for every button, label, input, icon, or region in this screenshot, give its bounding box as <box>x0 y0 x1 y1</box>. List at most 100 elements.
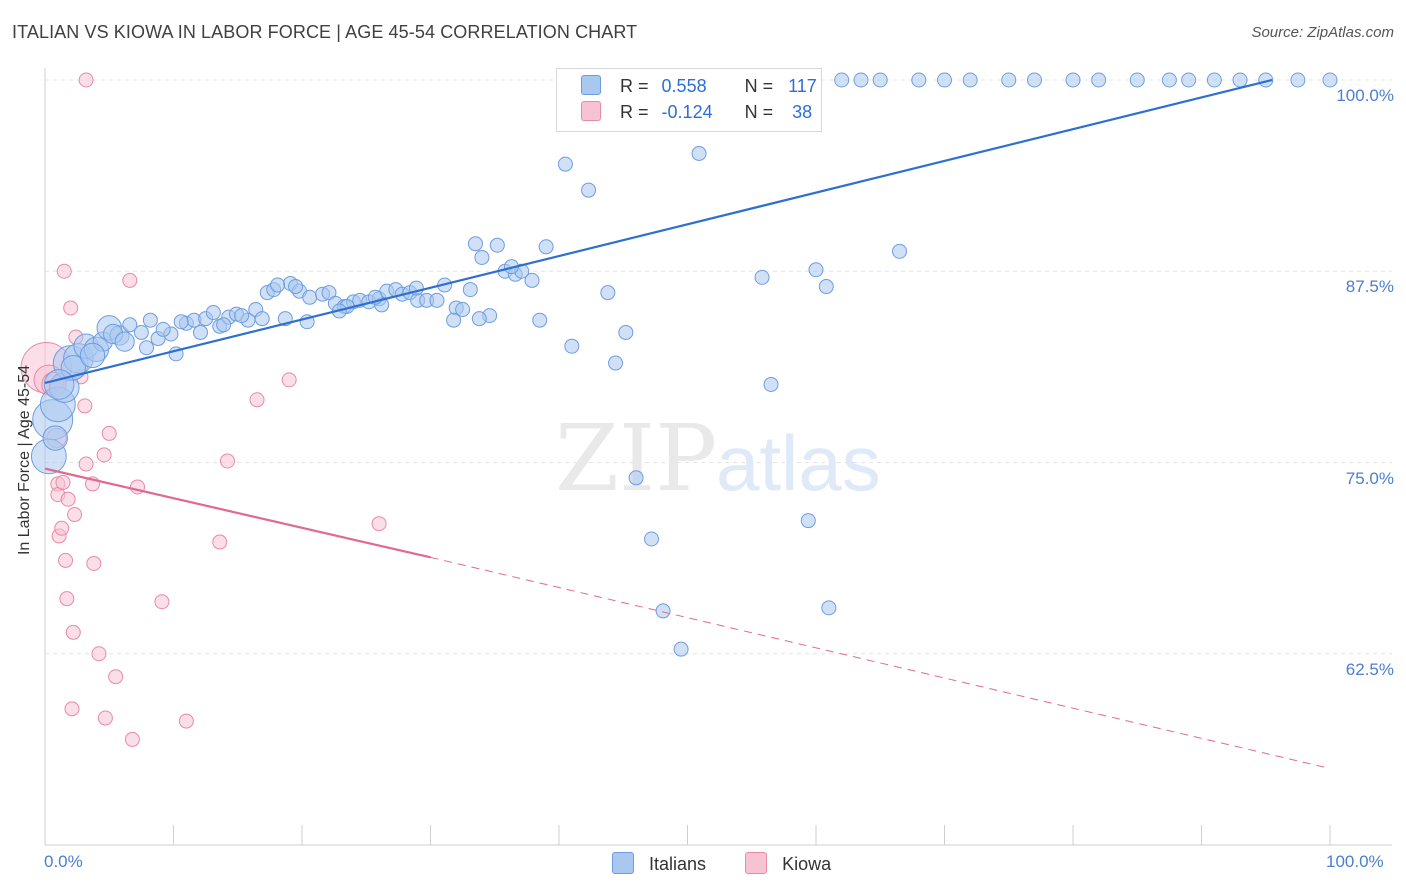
italians-point <box>288 279 304 295</box>
italians-point <box>581 182 597 198</box>
italians-point <box>1065 72 1081 88</box>
kiowa-legend-swatch <box>745 852 768 874</box>
italians-point <box>270 277 286 293</box>
italians-point <box>173 314 189 330</box>
r-label: R = <box>620 102 649 122</box>
italians-point <box>691 145 707 161</box>
kiowa-point <box>64 701 80 717</box>
kiowa-point <box>65 624 81 640</box>
italians-point <box>254 311 270 327</box>
italians-point <box>937 72 952 88</box>
italians-point <box>538 239 554 255</box>
legend-kiowa: Kiowa <box>782 854 832 874</box>
n-value: 117 <box>788 76 817 96</box>
italians-point <box>1091 72 1107 88</box>
kiowa-point <box>101 425 117 441</box>
kiowa-points <box>20 72 387 747</box>
italians-point <box>808 262 824 278</box>
italians-legend-swatch <box>612 852 634 874</box>
kiowa-point <box>91 646 107 662</box>
kiowa-swatch <box>581 101 601 121</box>
watermark-atlas: atlas <box>716 419 881 507</box>
kiowa-point <box>63 300 79 316</box>
kiowa-point <box>56 263 72 279</box>
italians-point <box>892 243 908 259</box>
italians-point <box>962 72 978 88</box>
y-tick-label: 75.0% <box>1345 468 1394 488</box>
italians-point <box>524 272 540 288</box>
x-tick-label-max: 100.0% <box>1326 852 1384 871</box>
italians-point <box>532 312 548 328</box>
kiowa-point <box>219 453 235 469</box>
kiowa-point <box>78 456 94 472</box>
kiowa-point <box>59 591 75 607</box>
italians-point <box>1232 72 1248 88</box>
kiowa-trend-line <box>44 467 431 559</box>
italians-point <box>655 603 671 619</box>
italians-point <box>155 321 171 337</box>
y-axis-label: In Labor Force | Age 45-54 <box>16 364 33 556</box>
italians-trend-line <box>44 78 1273 385</box>
kiowa-point <box>122 272 138 288</box>
italians-swatch <box>581 75 601 95</box>
italians-point <box>192 324 208 340</box>
italians-point <box>1026 72 1042 88</box>
kiowa-point <box>212 534 228 550</box>
legend-italians: Italians <box>649 854 707 874</box>
italians-point <box>234 308 250 324</box>
r-label: R = <box>620 76 649 96</box>
r-value: -0.124 <box>661 102 713 122</box>
italians-point <box>1001 72 1017 88</box>
italians-point <box>114 331 135 352</box>
italians-point <box>1290 72 1306 88</box>
y-tick-label: 62.5% <box>1345 659 1394 679</box>
kiowa-point <box>108 669 124 685</box>
italians-point <box>467 236 483 252</box>
italians-point <box>455 302 471 317</box>
grid-lines <box>45 79 1392 655</box>
italians-point <box>800 513 816 529</box>
stats-legend: R = 0.558 N = 117 R = -0.124 N = 38 <box>556 68 822 132</box>
italians-point <box>489 237 505 253</box>
italians-point <box>302 289 318 305</box>
italians-point <box>474 249 490 265</box>
y-tick-label: 87.5% <box>1345 277 1394 297</box>
kiowa-point <box>371 516 387 532</box>
italians-point <box>911 72 927 88</box>
italians-point <box>818 279 834 295</box>
kiowa-point <box>58 552 74 568</box>
italians-point <box>600 285 616 301</box>
italians-point <box>557 156 573 172</box>
italians-point <box>1206 72 1222 88</box>
italians-point <box>644 531 660 547</box>
r-value: 0.558 <box>661 76 707 96</box>
x-tick-label-min: 0.0% <box>44 852 83 871</box>
italians-points <box>30 72 1338 657</box>
italians-point <box>763 376 779 392</box>
y-tick-label: 100.0% <box>1336 86 1394 105</box>
italians-point <box>1129 72 1145 88</box>
italians-point <box>872 72 888 88</box>
italians-point <box>43 369 75 400</box>
italians-point <box>133 324 149 340</box>
italians-point <box>139 340 155 356</box>
italians-point <box>821 600 837 616</box>
series-legend: Italians Kiowa <box>612 852 831 875</box>
kiowa-point <box>281 372 297 388</box>
kiowa-point <box>97 710 113 726</box>
italians-point <box>1181 72 1197 88</box>
italians-point <box>79 342 106 369</box>
italians-point <box>853 72 869 88</box>
kiowa-trend-extension <box>430 556 1331 769</box>
kiowa-point <box>124 731 140 747</box>
kiowa-point <box>154 594 170 610</box>
source-label: Source: ZipAtlas.com <box>1251 24 1394 41</box>
italians-point <box>42 425 68 451</box>
kiowa-point <box>96 447 112 463</box>
italians-point <box>142 312 158 328</box>
stats-legend-italians: R = 0.558 N = 117 <box>581 75 817 101</box>
italians-point <box>673 641 689 657</box>
italians-point <box>205 305 221 321</box>
italians-point <box>1322 72 1338 88</box>
